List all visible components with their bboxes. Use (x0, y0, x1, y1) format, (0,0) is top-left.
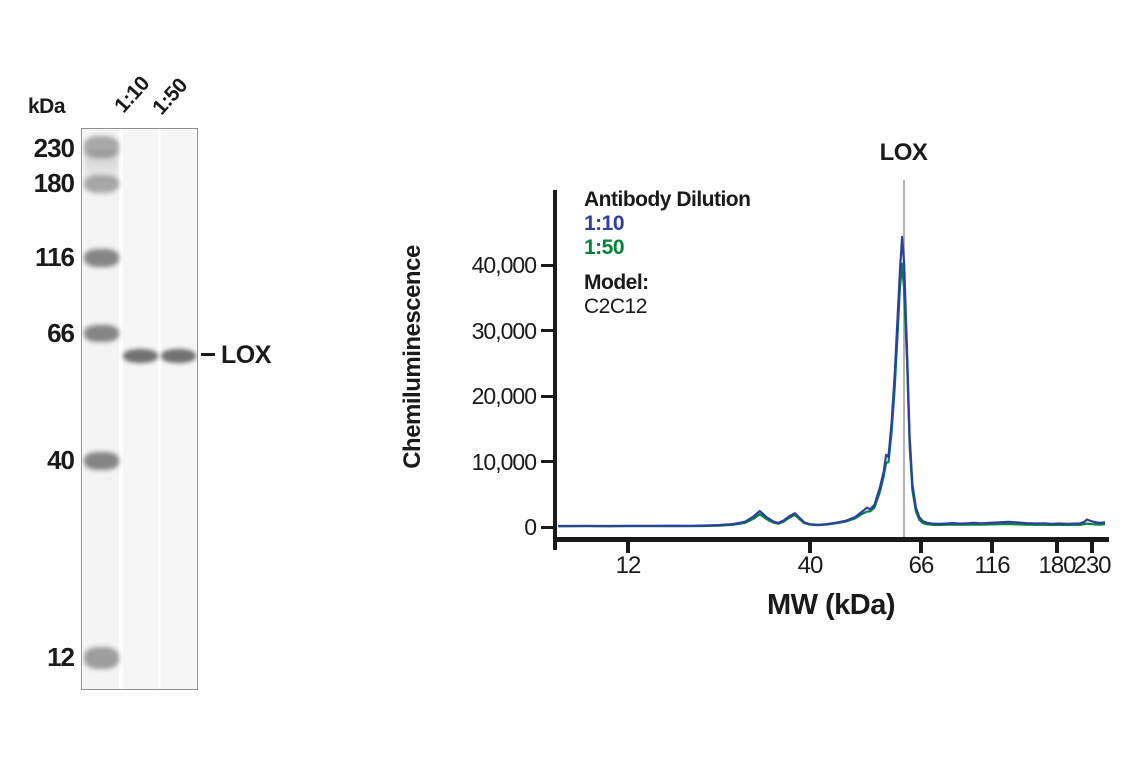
ladder-band-116 (84, 249, 119, 267)
blot-lane-label-1-10: 1:10 (110, 72, 155, 118)
y-tick-label: 20,000 (471, 383, 537, 409)
legend-entry-1-10: 1:10 (584, 212, 625, 235)
x-tick-label: 66 (908, 552, 935, 579)
legend-title: Antibody Dilution (584, 188, 751, 211)
x-tick-label: 180 (1038, 552, 1076, 579)
y-tick (541, 460, 553, 463)
trace-1-10 (557, 235, 1105, 528)
electropherogram-plot (557, 235, 1105, 528)
ladder-band-230 (84, 136, 119, 158)
ladder-band-180 (84, 175, 119, 193)
y-tick-label: 0 (524, 514, 537, 540)
lox-peak-label: LOX (879, 139, 928, 166)
x-tick-label: 40 (797, 552, 824, 579)
lox-peak-marker-line (902, 180, 905, 537)
y-tick-label: 30,000 (471, 317, 537, 344)
x-tick (1054, 542, 1059, 553)
x-tick (626, 542, 631, 553)
blot-marker-116: 116 (35, 242, 75, 272)
blot-marker-40: 40 (47, 445, 75, 475)
chart-legend: Antibody Dilution 1:10 1:50 Model: C2C12 (584, 188, 751, 319)
blot-lane-label-1-50: 1:50 (148, 74, 193, 120)
x-tick-label: 230 (1073, 552, 1111, 579)
x-tick (1090, 542, 1094, 553)
y-tick-label: 40,000 (471, 252, 537, 278)
x-tick-label: 12 (615, 552, 642, 579)
x-axis (553, 537, 1109, 542)
ladder-lane (83, 129, 119, 689)
blot-marker-180: 180 (33, 168, 75, 198)
x-tick (808, 542, 812, 553)
blot-marker-66: 66 (47, 318, 75, 348)
blot-kda-header: kDa (28, 95, 66, 118)
y-axis-title: Chemiluminescence (399, 245, 426, 469)
x-axis-title: MW (kDa) (766, 589, 896, 621)
sample-lane-1-50 (161, 129, 196, 689)
ladder-band-40 (84, 452, 119, 470)
ladder-band-66 (84, 325, 119, 342)
lox-band-lane-1-50 (161, 349, 196, 363)
lox-band-callout-label: LOX (221, 341, 271, 369)
x-tick-label: 116 (974, 552, 1010, 579)
y-tick (541, 394, 553, 398)
y-tick-label: 10,000 (471, 448, 537, 475)
x-tick (918, 542, 923, 553)
lox-band-lane-1-10 (123, 349, 158, 363)
blot-marker-12: 12 (47, 642, 75, 672)
lox-band-callout-dash (201, 353, 215, 356)
blot-marker-230: 230 (33, 133, 75, 163)
y-tick (541, 329, 553, 332)
ladder-band-12 (84, 647, 119, 669)
y-tick (541, 263, 553, 267)
y-tick (541, 525, 553, 529)
legend-model-value: C2C12 (584, 295, 647, 318)
sample-lane-1-10 (123, 129, 158, 689)
blot-image (81, 128, 198, 690)
legend-model-label: Model: (584, 271, 649, 294)
x-tick (990, 542, 994, 553)
legend-entry-1-50: 1:50 (584, 236, 625, 259)
y-axis (553, 190, 557, 550)
